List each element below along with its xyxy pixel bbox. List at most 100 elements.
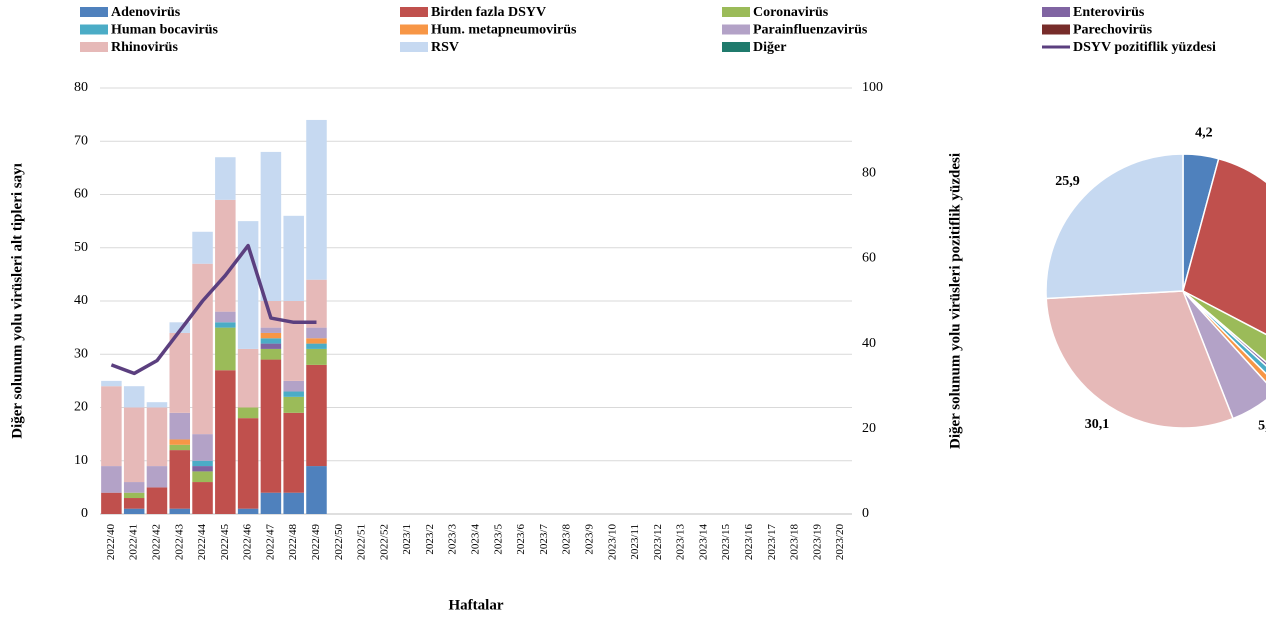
bar-segment	[192, 471, 213, 483]
bar-segment	[101, 380, 122, 387]
bar-segment	[260, 151, 282, 301]
legend-label: RSV	[431, 40, 459, 55]
x-tick-label: 2023/13	[675, 524, 687, 561]
legend-label: Enterovirüs	[1073, 5, 1145, 20]
x-tick-label: 2022/50	[333, 524, 345, 561]
x-tick-label: 2023/4	[470, 524, 482, 555]
pie-slice	[1182, 157, 1266, 336]
bar-segment	[215, 157, 236, 200]
bar-segment	[123, 407, 145, 483]
x-tick-label: 2023/9	[583, 524, 595, 555]
bar-segment	[101, 386, 122, 467]
x-tick-label: 2023/12	[652, 524, 664, 560]
legend-marker	[80, 24, 108, 35]
y-tick-label: 80	[74, 80, 88, 95]
bar-segment	[146, 487, 168, 514]
bar-segment	[237, 418, 259, 509]
pie-slice	[1045, 153, 1184, 300]
bar-segment	[169, 508, 191, 514]
legend-label: Parechovirüs	[1073, 23, 1153, 38]
bar-segment	[283, 492, 304, 514]
x-tick-label: 2023/7	[538, 524, 550, 555]
legend-marker	[722, 24, 750, 35]
legend-label: Birden fazla DSYV	[431, 5, 546, 20]
bar-segment	[192, 231, 213, 264]
pie-label: 30,1	[1085, 417, 1110, 432]
x-tick-label: 2022/43	[173, 524, 185, 561]
x-tick-label: 2023/14	[697, 524, 709, 561]
bar-segment	[101, 466, 122, 493]
x-tick-label: 2023/1	[401, 524, 413, 555]
pie-label: 5,8	[1258, 418, 1266, 433]
bar-segment	[169, 439, 191, 445]
x-tick-label: 2022/48	[287, 524, 299, 561]
legend-marker	[1042, 24, 1070, 35]
bar-segment	[237, 407, 259, 419]
legend-marker	[400, 42, 428, 52]
bar-segment	[306, 279, 327, 328]
legend-label: Coronavirüs	[753, 5, 829, 20]
x-tick-label: 2022/51	[356, 524, 368, 560]
y2-axis-title: Diğer solunum yolu virüsleri pozitiflik …	[947, 153, 963, 449]
y-tick-label: 10	[74, 453, 88, 468]
legend-marker	[400, 24, 428, 35]
legend-marker	[80, 7, 108, 17]
legend-label: Parainfluenzavirüs	[753, 23, 868, 38]
bar-segment	[260, 348, 282, 360]
y2-tick-label: 0	[862, 506, 869, 521]
legend-label: Hum. metapneumovirüs	[431, 23, 577, 38]
bar-segment	[237, 348, 259, 408]
x-tick-label: 2022/45	[219, 524, 231, 561]
line-series	[110, 243, 317, 376]
bar-segment	[260, 492, 282, 514]
x-tick-label: 2022/46	[242, 524, 254, 561]
bar-segment	[306, 348, 327, 365]
bar-segment	[192, 263, 213, 435]
bar-segment	[215, 322, 236, 328]
bar-segment	[123, 508, 145, 514]
bar-segment	[215, 370, 236, 514]
y-axis-title: Diğer solunum yolu virüsleri alt tipleri…	[9, 163, 25, 439]
bar-segment	[260, 338, 282, 344]
x-tick-label: 2023/3	[447, 524, 459, 555]
bar-segment	[192, 482, 213, 514]
bar-segment	[283, 301, 304, 381]
legend-marker	[722, 42, 750, 52]
x-tick-label: 2022/42	[151, 524, 163, 560]
y-tick-label: 60	[74, 187, 88, 202]
bar-segment	[306, 343, 327, 349]
legend-marker	[722, 7, 750, 17]
x-tick-label: 2023/20	[834, 524, 846, 561]
legend-marker	[400, 7, 428, 17]
bar-segment	[306, 119, 327, 280]
y2-tick-label: 100	[862, 80, 883, 95]
bar-segment	[260, 343, 282, 349]
legend-label: Diğer	[753, 40, 786, 55]
legend-label: Human bocavirüs	[111, 23, 219, 38]
x-tick-label: 2023/5	[492, 524, 504, 555]
y-tick-label: 20	[74, 400, 88, 415]
y2-tick-label: 60	[862, 251, 876, 266]
bar-segment	[146, 407, 168, 467]
x-tick-label: 2023/15	[720, 524, 732, 561]
x-tick-label: 2023/17	[766, 524, 778, 561]
legend-label: DSYV pozitiflik yüzdesi	[1073, 40, 1216, 55]
x-tick-label: 2022/47	[264, 524, 276, 561]
x-tick-label: 2022/41	[128, 524, 140, 560]
x-tick-label: 2022/44	[196, 524, 208, 561]
bar-segment	[123, 492, 145, 499]
bar-segment	[215, 199, 236, 312]
x-tick-label: 2023/19	[811, 524, 823, 561]
bar-segment	[192, 460, 213, 467]
bar-segment	[306, 466, 327, 514]
bar-segment	[237, 221, 259, 349]
bar-segment	[237, 508, 259, 514]
pie-label: 25,9	[1055, 174, 1080, 189]
bar-segment	[306, 338, 327, 344]
y2-tick-label: 40	[862, 336, 876, 351]
bar-segment	[260, 327, 282, 333]
bar-segment	[215, 327, 236, 371]
bar-segment	[123, 386, 145, 408]
pie-slice	[1045, 290, 1234, 429]
bar-segment	[260, 359, 282, 493]
